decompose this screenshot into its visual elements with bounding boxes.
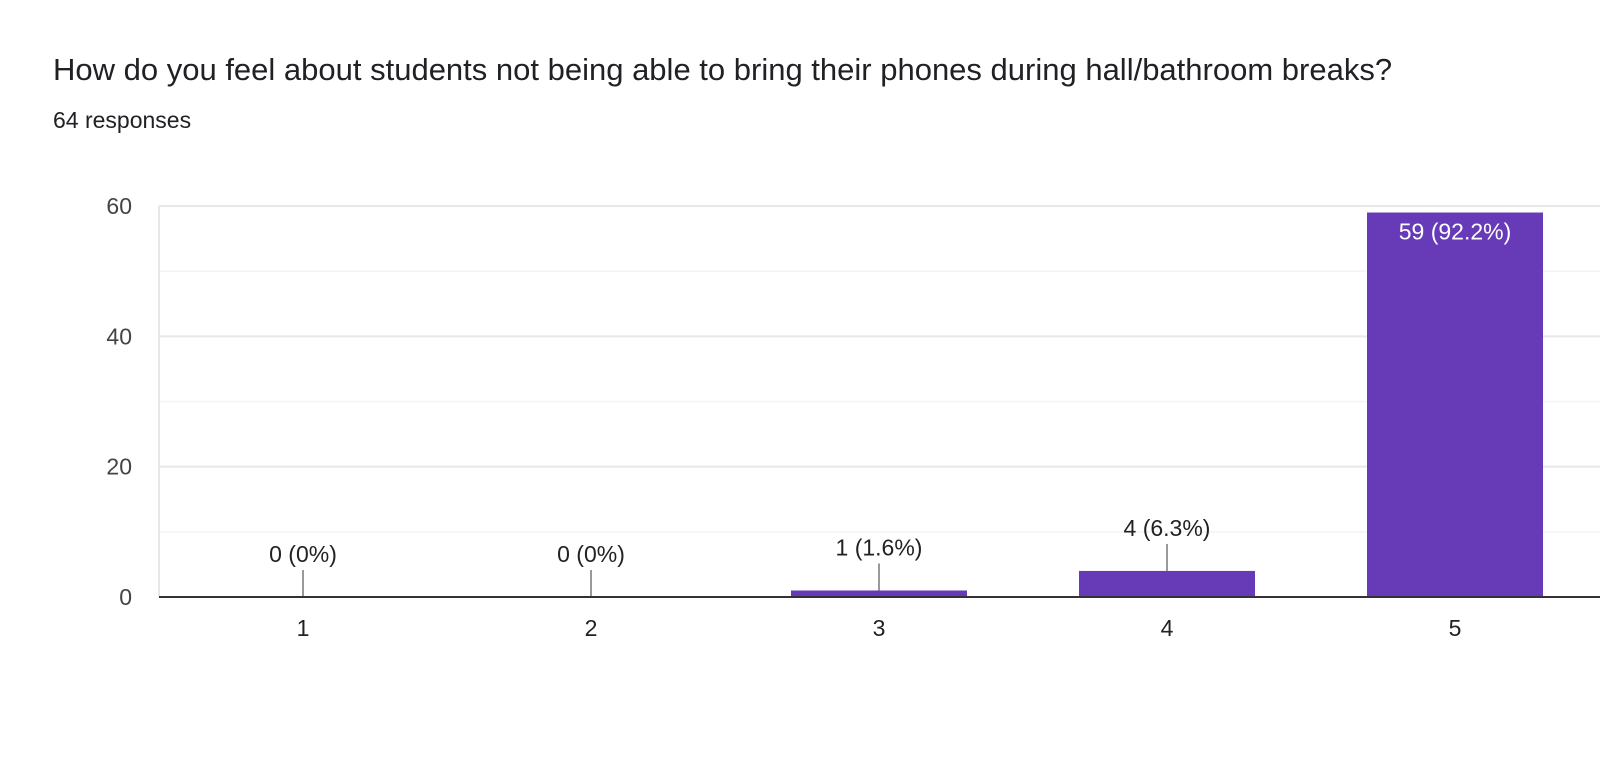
y-tick-label: 0 — [119, 584, 132, 610]
x-category-label: 2 — [585, 615, 598, 641]
data-label: 4 (6.3%) — [1124, 515, 1211, 541]
data-label: 0 (0%) — [557, 541, 625, 567]
x-category-label: 1 — [297, 615, 310, 641]
y-tick-label: 20 — [106, 454, 132, 480]
x-category-label: 3 — [873, 615, 886, 641]
y-tick-label: 60 — [106, 193, 132, 219]
x-category-label: 5 — [1449, 615, 1462, 641]
response-count: 64 responses — [53, 107, 192, 133]
x-category-label: 4 — [1161, 615, 1174, 641]
data-label: 1 (1.6%) — [836, 534, 923, 560]
data-label: 0 (0%) — [269, 541, 337, 567]
bar — [1079, 570, 1255, 597]
data-label: 59 (92.2%) — [1399, 219, 1512, 245]
y-tick-label: 40 — [106, 323, 132, 349]
question-title: How do you feel about students not being… — [53, 52, 1393, 87]
bar — [791, 590, 967, 597]
bar — [1367, 212, 1543, 597]
